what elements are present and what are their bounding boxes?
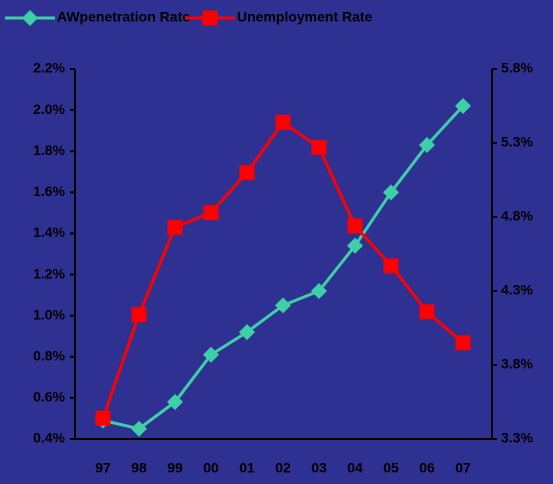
- marker: [203, 346, 219, 363]
- y-tick-label: 1.4%: [33, 224, 65, 240]
- marker: [22, 10, 38, 26]
- x-tick-label: 98: [131, 460, 147, 476]
- y-tick-label: 0.8%: [33, 347, 65, 363]
- x-tick-label: 07: [455, 460, 471, 476]
- marker: [347, 237, 363, 254]
- y-tick-label: 0.4%: [33, 430, 65, 446]
- marker: [203, 205, 219, 221]
- legend-label: Unemployment Rate: [237, 9, 373, 25]
- marker: [311, 139, 327, 155]
- y-tick-label: 0.6%: [33, 389, 65, 405]
- y-tick-label: 1.8%: [33, 142, 65, 158]
- marker: [419, 304, 435, 320]
- y2-tick-label: 4.8%: [501, 208, 533, 224]
- x-tick-label: 05: [383, 460, 399, 476]
- marker: [95, 410, 111, 426]
- y2-tick-label: 4.3%: [501, 282, 533, 298]
- marker: [202, 10, 218, 26]
- marker: [239, 165, 255, 181]
- marker: [167, 394, 183, 410]
- y-tick-label: 1.6%: [33, 183, 65, 199]
- x-tick-label: 03: [311, 460, 327, 476]
- marker: [239, 324, 255, 341]
- x-tick-label: 01: [239, 460, 255, 476]
- marker: [275, 114, 291, 130]
- x-tick-label: 02: [275, 460, 291, 476]
- x-tick-label: 04: [347, 460, 363, 476]
- y2-tick-label: 3.3%: [501, 430, 533, 446]
- marker: [167, 219, 183, 235]
- marker: [419, 137, 435, 154]
- y-tick-label: 2.2%: [33, 60, 65, 76]
- y2-tick-label: 5.3%: [501, 134, 533, 150]
- marker: [131, 420, 147, 437]
- marker: [131, 307, 147, 323]
- x-tick-label: 97: [95, 460, 111, 476]
- marker: [383, 258, 399, 274]
- x-tick-label: 99: [167, 460, 183, 476]
- marker: [455, 98, 471, 114]
- marker: [455, 335, 471, 351]
- marker: [383, 184, 399, 201]
- marker: [347, 218, 363, 234]
- x-tick-label: 00: [203, 460, 219, 476]
- y-tick-label: 2.0%: [33, 101, 65, 117]
- marker: [275, 297, 291, 314]
- marker: [311, 283, 327, 299]
- y2-tick-label: 5.8%: [501, 60, 533, 76]
- x-tick-label: 06: [419, 460, 435, 476]
- legend-label: AWpenetration Rate: [57, 9, 190, 25]
- y-tick-label: 1.0%: [33, 306, 65, 322]
- y2-tick-label: 3.8%: [501, 356, 533, 372]
- y-tick-label: 1.2%: [33, 265, 65, 281]
